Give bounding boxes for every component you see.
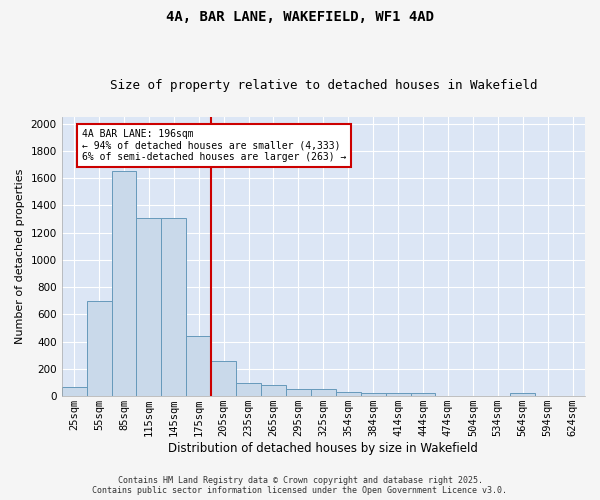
X-axis label: Distribution of detached houses by size in Wakefield: Distribution of detached houses by size … [169, 442, 478, 455]
Y-axis label: Number of detached properties: Number of detached properties [15, 169, 25, 344]
Bar [510, 394, 535, 396]
Bar [311, 390, 336, 396]
Bar [386, 394, 410, 396]
Title: Size of property relative to detached houses in Wakefield: Size of property relative to detached ho… [110, 79, 537, 92]
Bar [112, 172, 136, 396]
Bar [410, 394, 436, 396]
Text: 4A BAR LANE: 196sqm
← 94% of detached houses are smaller (4,333)
6% of semi-deta: 4A BAR LANE: 196sqm ← 94% of detached ho… [82, 129, 346, 162]
Text: Contains HM Land Registry data © Crown copyright and database right 2025.
Contai: Contains HM Land Registry data © Crown c… [92, 476, 508, 495]
Bar [161, 218, 186, 396]
Bar [361, 393, 386, 396]
Bar [286, 390, 311, 396]
Bar [186, 336, 211, 396]
Bar [86, 301, 112, 396]
Bar [62, 388, 86, 396]
Bar [261, 384, 286, 396]
Text: 4A, BAR LANE, WAKEFIELD, WF1 4AD: 4A, BAR LANE, WAKEFIELD, WF1 4AD [166, 10, 434, 24]
Bar [211, 362, 236, 396]
Bar [136, 218, 161, 396]
Bar [336, 392, 361, 396]
Bar [236, 383, 261, 396]
